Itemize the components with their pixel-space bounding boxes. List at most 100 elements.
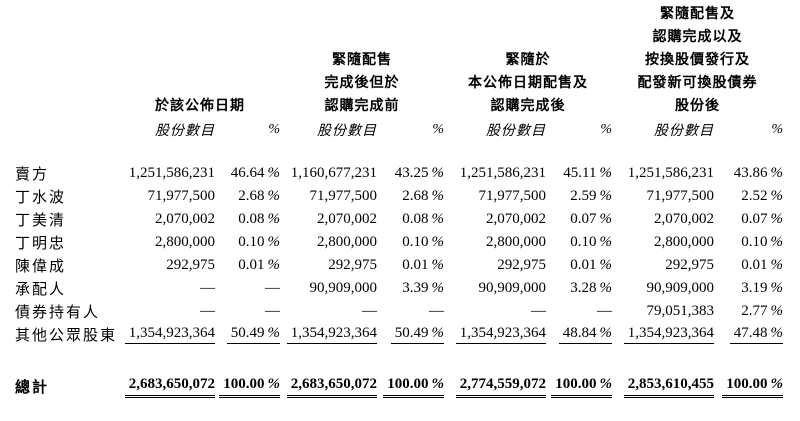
percent-header: %: [600, 122, 612, 137]
shares-cell: 2,070,002: [280, 208, 377, 231]
shares-count-header: 股份數目: [155, 124, 215, 139]
cell-value: 0.01%: [570, 257, 613, 273]
percent-cell: 100.00%: [546, 373, 612, 400]
shares-cell: 71,977,500: [444, 185, 547, 208]
cell-value: 2,070,002: [317, 211, 377, 227]
percent-cell: 0.07%: [546, 208, 612, 231]
percent-cell: —: [377, 300, 444, 323]
cell-value: —: [200, 280, 215, 296]
percent-cell: 3.19%: [714, 277, 783, 300]
cell-value: 100.00%: [722, 376, 783, 398]
cell-value: 1,354,923,364: [455, 325, 546, 344]
percent-sign: %: [770, 234, 784, 250]
percent-sign: %: [431, 325, 445, 341]
cell-value: 2,800,000: [486, 234, 546, 250]
shares-cell: 292,975: [120, 254, 215, 277]
column-group-header-line: 緊隨於: [505, 53, 551, 68]
row-label: 陳偉成: [15, 259, 67, 275]
cell-value: 292,975: [328, 257, 377, 273]
cell-value: 43.25%: [394, 165, 444, 181]
percent-cell: 50.49%: [377, 323, 444, 346]
column-group-header-line: 配發新可換股債券: [637, 76, 758, 91]
cell-value: —: [200, 303, 215, 319]
percent-sign: %: [770, 211, 784, 227]
cell-value: 90,909,000: [309, 280, 378, 296]
cell-value: 292,975: [665, 257, 714, 273]
shares-cell: 1,354,923,364: [444, 323, 546, 346]
shares-cell: 79,051,383: [612, 300, 715, 323]
percent-cell: 45.11%: [546, 162, 612, 185]
cell-value: 2.68%: [238, 188, 281, 204]
cell-value: —: [362, 303, 377, 319]
cell-value: 3.39%: [402, 280, 444, 296]
table-row: 丁美清 2,070,002 0.08% 2,070,002 0.08% 2,070,002…: [15, 208, 783, 231]
percent-cell: 0.01%: [377, 254, 444, 277]
percent-cell: 0.07%: [714, 208, 783, 231]
column-group-header-line: 認購完成以及: [652, 30, 743, 45]
cell-value: 2,070,002: [155, 211, 215, 227]
percent-sign: %: [267, 188, 281, 204]
column-group-header-line: 股份後: [675, 99, 720, 114]
cell-value: 2.68%: [402, 188, 444, 204]
column-group-4-header: 緊隨配售及 認購完成以及 按換股價發行及 配發新可換股債券 股份後: [612, 3, 783, 118]
shares-cell: —: [444, 300, 546, 323]
cell-value: —: [429, 303, 444, 319]
percent-sign: %: [770, 280, 784, 296]
percent-sign: %: [267, 325, 281, 341]
cell-value: 2,774,559,072: [455, 376, 546, 398]
shares-cell: —: [120, 277, 215, 300]
cell-value: 1,251,586,231: [128, 165, 215, 181]
percent-sign: %: [599, 234, 613, 250]
column-group-header-line: 於該公佈日期: [155, 99, 245, 114]
shares-cell: 292,975: [280, 254, 377, 277]
cell-value: 2,800,000: [317, 234, 377, 250]
cell-value: 2,683,650,072: [286, 376, 377, 398]
cell-value: 0.10%: [570, 234, 613, 250]
cell-value: 3.28%: [570, 280, 612, 296]
percent-cell: 0.08%: [215, 208, 280, 231]
percent-sign: %: [431, 234, 445, 250]
percent-cell: 43.86%: [714, 162, 783, 185]
shares-cell: —: [120, 300, 215, 323]
cell-value: 90,909,000: [478, 280, 547, 296]
cell-value: 0.10%: [402, 234, 445, 250]
cell-value: 71,977,500: [646, 188, 715, 204]
shares-cell: 1,354,923,364: [120, 323, 215, 346]
cell-value: 1,354,923,364: [124, 325, 215, 344]
cell-value: 0.01%: [741, 257, 784, 273]
percent-header: %: [432, 122, 444, 137]
cell-value: 2,853,610,455: [623, 376, 714, 398]
corner-empty-cell: [15, 118, 120, 142]
cell-value: 0.07%: [741, 211, 784, 227]
table-row: 總計 2,683,650,072 100.00% 2,683,650,072 100.0…: [15, 373, 783, 400]
cell-value: 50.49%: [390, 325, 445, 344]
shares-cell: 90,909,000: [280, 277, 378, 300]
table-row: 陳偉成 292,975 0.01% 292,975 0.01% 292,975 0.01% 2…: [15, 254, 783, 277]
shares-cell: 292,975: [612, 254, 714, 277]
shares-cell: 71,977,500: [612, 185, 715, 208]
cell-value: 100.00%: [551, 376, 612, 398]
shares-count-header: 股份數目: [486, 124, 546, 139]
shares-cell: 71,977,500: [280, 185, 378, 208]
cell-value: 71,977,500: [147, 188, 216, 204]
cell-value: 46.64%: [230, 165, 280, 181]
row-label: 債券持有人: [15, 305, 101, 321]
percent-sign: %: [770, 325, 784, 341]
percent-cell: 50.49%: [215, 323, 280, 346]
percent-cell: 100.00%: [377, 373, 444, 400]
row-label: 承配人: [15, 282, 67, 298]
column-group-2-header: 緊隨配售 完成後但於 認購完成前: [280, 3, 444, 118]
percent-header: %: [268, 122, 280, 137]
percent-sign: %: [770, 257, 784, 273]
shares-cell: 2,070,002: [444, 208, 546, 231]
percent-sign: %: [599, 257, 613, 273]
shares-cell: 1,354,923,364: [612, 323, 714, 346]
cell-value: 100.00%: [383, 376, 444, 398]
table-header: 於該公佈日期 緊隨配售 完成後但於 認購完成前 緊隨於 本公佈日期配售及 認購完…: [15, 3, 783, 162]
cell-value: 79,051,383: [646, 303, 715, 319]
cell-value: 2,800,000: [155, 234, 215, 250]
percent-cell: —: [546, 300, 612, 323]
table-row: 其他公眾股東 1,354,923,364 50.49% 1,354,923,364 50…: [15, 323, 783, 346]
cell-value: —: [265, 303, 280, 319]
